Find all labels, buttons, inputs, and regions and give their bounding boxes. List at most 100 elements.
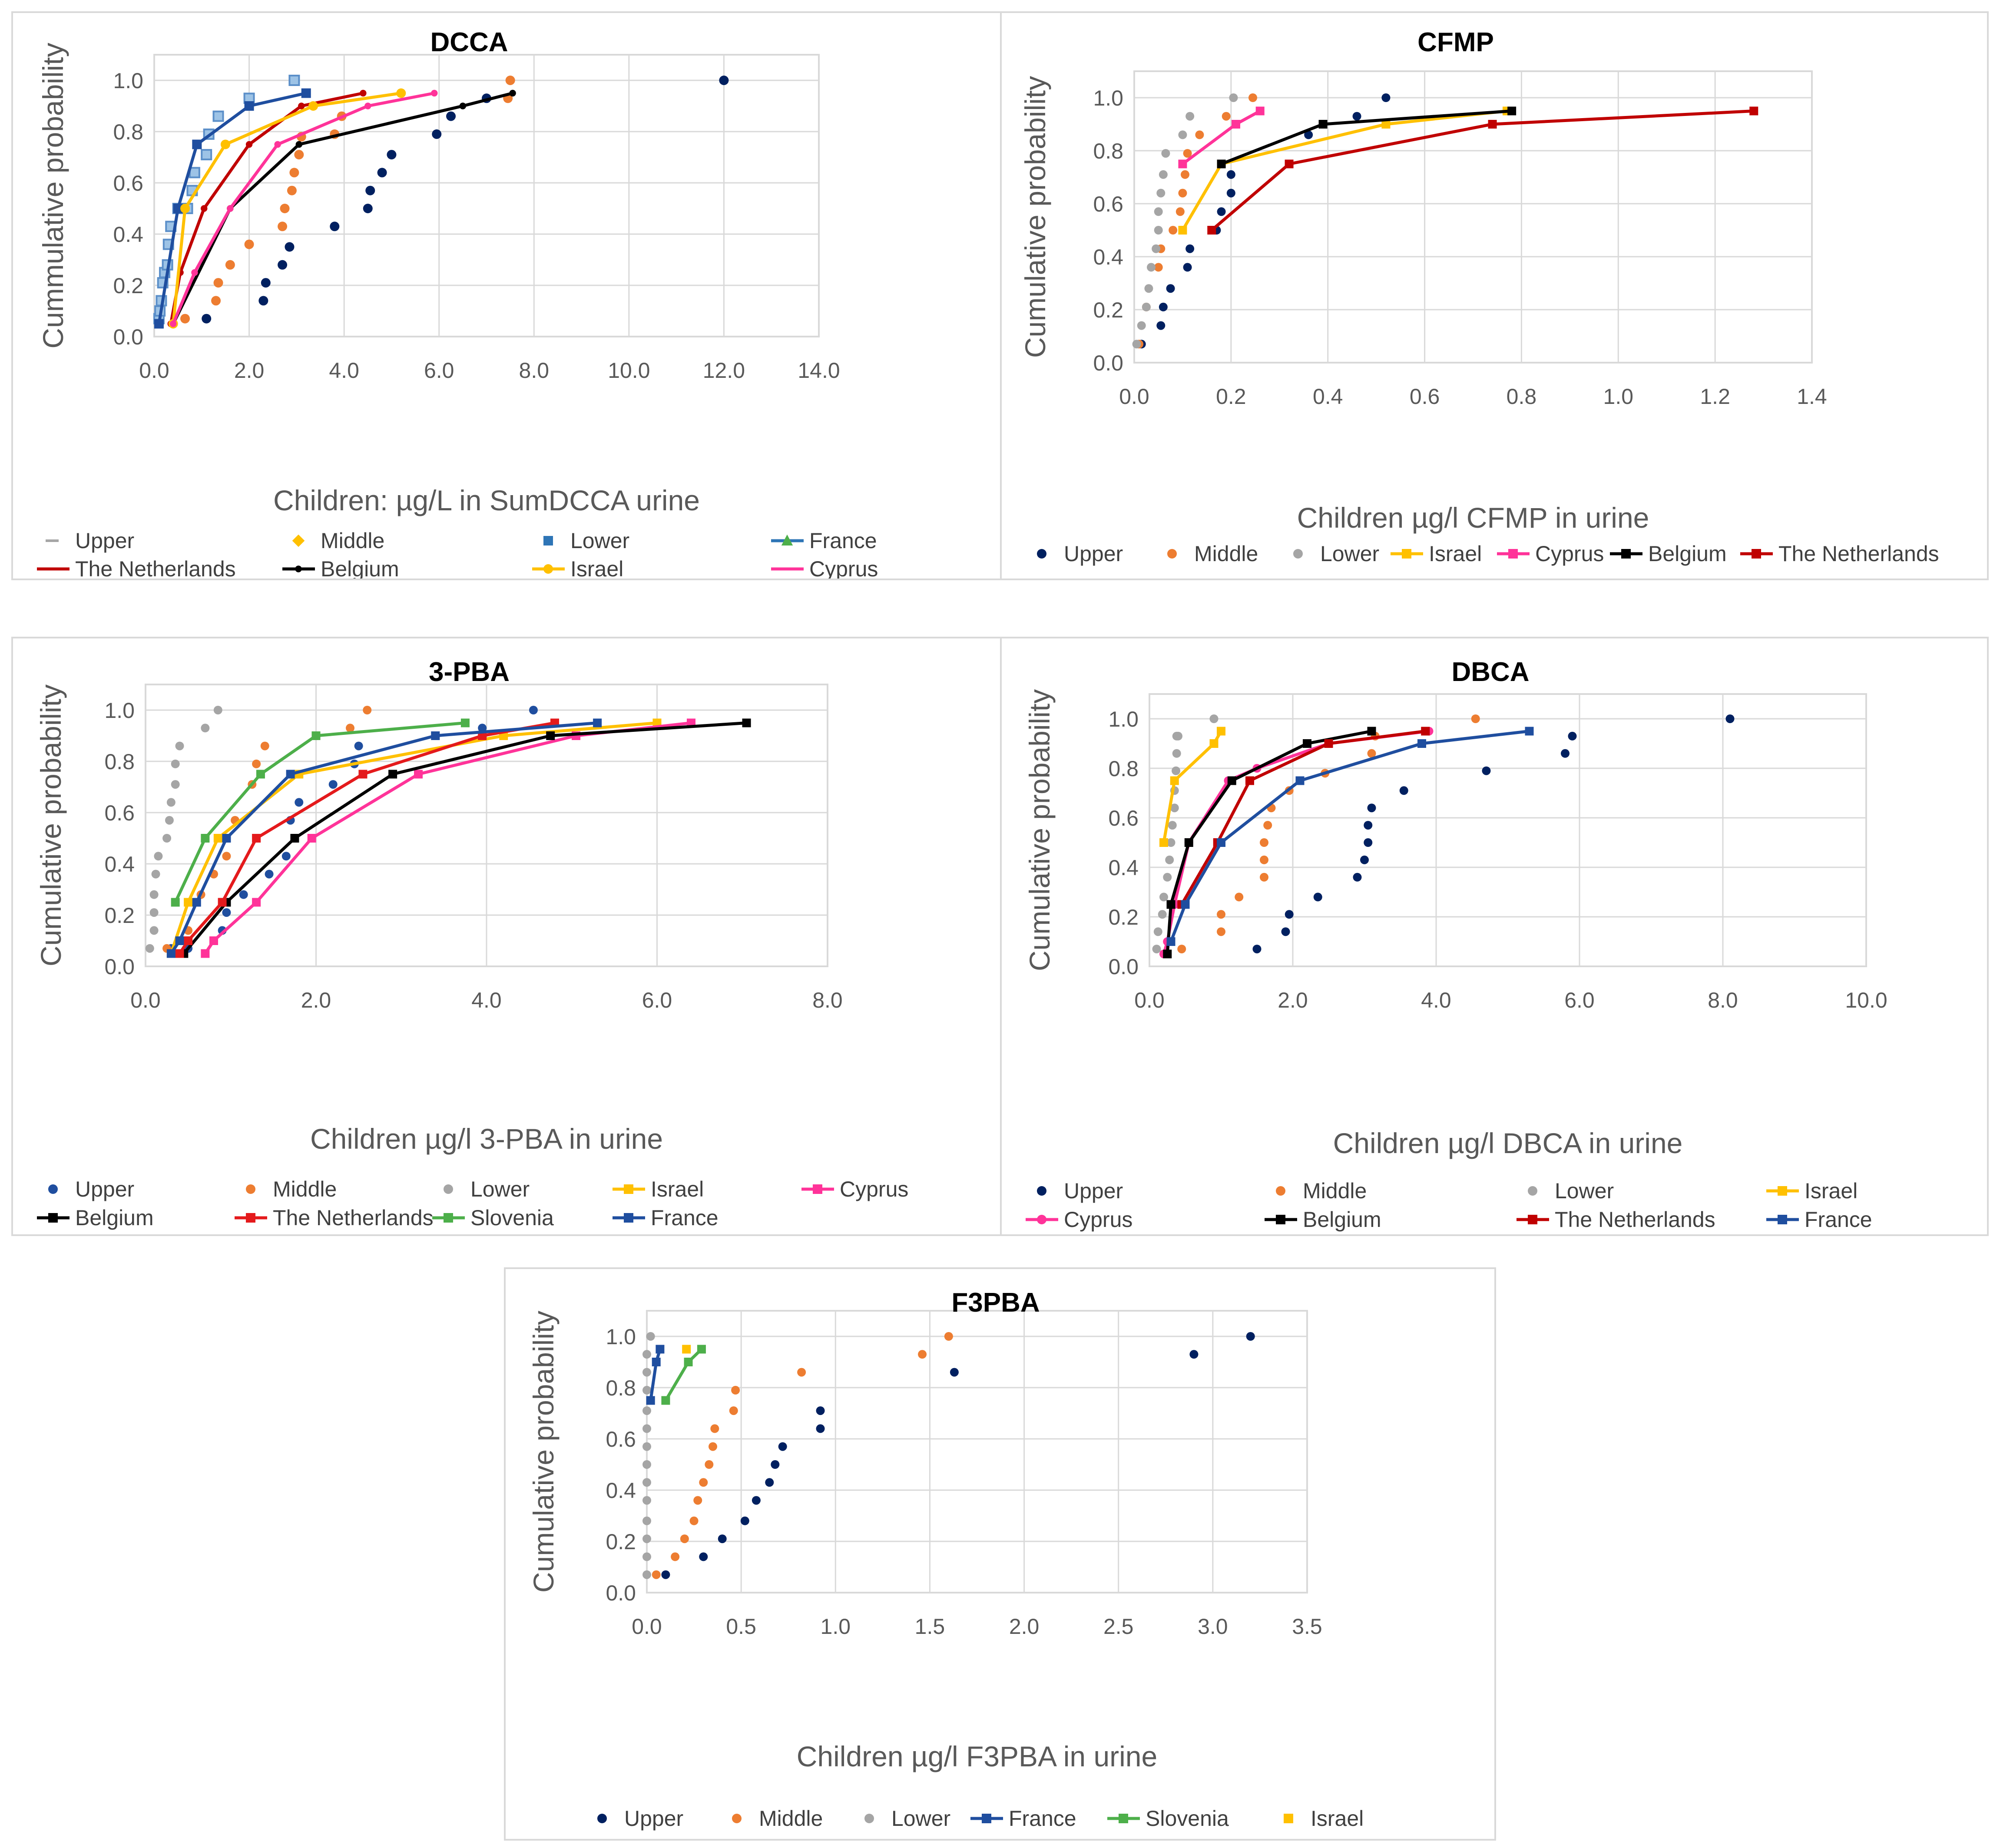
x-tick-label: 1.2 — [1700, 384, 1730, 409]
data-point — [1217, 207, 1226, 216]
data-point — [1263, 821, 1272, 830]
legend-label: France — [651, 1206, 719, 1230]
data-point — [244, 101, 254, 111]
cfmp-chart-panel: 0.0 0.2 0.4 0.6 0.8 1.0 1.2 1.4 0.0 0.2 0.4 0.6 0.8 1… — [1000, 11, 1989, 580]
legend-item-israel: Israel — [1391, 542, 1482, 566]
plot-area — [646, 1310, 1308, 1593]
data-point — [307, 834, 316, 843]
data-point — [1153, 927, 1162, 936]
data-point — [1255, 106, 1265, 116]
data-point — [1260, 838, 1268, 847]
x-tick-label: 2.0 — [301, 988, 331, 1012]
data-point — [671, 1552, 680, 1561]
legend-marker — [1284, 1814, 1293, 1823]
y-tick-label: 0.6 — [113, 171, 143, 195]
3pba-chart: 0.0 2.0 4.0 6.0 8.0 0.0 0.2 0.4 0.6 0.8 1.0 3-PBA Ch… — [35, 657, 908, 1230]
x-tick-label: 10.0 — [608, 358, 650, 383]
data-point — [1181, 170, 1189, 179]
dcca-chart-panel: 0.0 2.0 4.0 6.0 8.0 10.0 12.0 14.0 0.0 0.2 0.4 0.6 0… — [11, 11, 1004, 580]
y-tick-label: 0.4 — [606, 1478, 636, 1503]
legend-label: Middle — [1303, 1179, 1367, 1203]
data-point — [218, 898, 227, 907]
legend-marker — [1528, 1215, 1537, 1224]
x-axis-label: Children: µg/L in SumDCCA urine — [273, 484, 700, 516]
series-france — [166, 718, 602, 958]
data-point — [154, 319, 164, 329]
data-point — [1381, 93, 1391, 102]
chart-title: 3-PBA — [429, 657, 510, 687]
data-point — [151, 869, 160, 879]
legend-item-lower: Lower — [444, 1177, 530, 1201]
series-lower — [1132, 93, 1238, 349]
data-point — [1178, 159, 1187, 169]
data-point — [1248, 93, 1257, 102]
y-tick-label: 1.0 — [113, 69, 143, 93]
y-tick-label: 1.0 — [1093, 86, 1123, 110]
data-point — [432, 129, 442, 139]
data-point — [184, 936, 193, 945]
data-point — [245, 141, 253, 148]
data-point — [646, 1332, 655, 1341]
data-point — [1189, 1350, 1199, 1359]
legend-item-lower: Lower — [864, 1806, 950, 1831]
legend-marker — [624, 1213, 633, 1223]
series-upper — [661, 1332, 1255, 1579]
data-point — [192, 898, 201, 907]
data-point — [593, 718, 602, 727]
legend-item-upper: Upper — [597, 1806, 683, 1831]
data-point — [1163, 949, 1172, 959]
data-point — [642, 1534, 651, 1544]
data-point — [154, 852, 163, 861]
data-point — [149, 926, 159, 935]
legend-label: Belgium — [1303, 1207, 1381, 1232]
series-upper — [1137, 93, 1391, 349]
legend-marker — [48, 1184, 58, 1194]
data-point — [202, 314, 212, 324]
legend-label: Israel — [570, 557, 623, 579]
legend-label: Slovenia — [1146, 1806, 1229, 1831]
legend-label: Upper — [624, 1806, 683, 1831]
data-point — [256, 770, 265, 779]
x-tick-label: 14.0 — [798, 358, 840, 383]
data-point — [742, 718, 751, 727]
legend-label: Belgium — [75, 1206, 154, 1230]
data-point — [1367, 749, 1376, 758]
legend-marker — [982, 1814, 991, 1823]
legend-label: France — [809, 529, 877, 553]
series-line — [1211, 109, 1754, 231]
legend-item-the-netherlands: The Netherlands — [1740, 542, 1939, 566]
data-point — [1367, 727, 1376, 736]
legend-item-the-netherlands: The Netherlands — [235, 1206, 434, 1230]
legend-label: Belgium — [1648, 542, 1727, 566]
legend-item-middle: Middle — [732, 1806, 823, 1831]
legend-label: Belgium — [321, 557, 399, 579]
legend-item-cyprus: Cyprus — [1497, 542, 1604, 566]
data-point — [244, 239, 254, 249]
series-slovenia — [171, 718, 470, 907]
legend-item-belgium: Belgium — [282, 557, 399, 579]
data-point — [1367, 803, 1376, 813]
data-point — [252, 834, 261, 843]
data-point — [950, 1368, 959, 1377]
legend-item-belgium: Belgium — [1610, 542, 1727, 566]
data-point — [1158, 910, 1167, 919]
legend-marker — [813, 1184, 822, 1194]
legend-marker — [543, 564, 553, 574]
data-point — [1295, 776, 1305, 785]
data-point — [1185, 112, 1195, 121]
legend-label: Lower — [1555, 1179, 1614, 1203]
data-point — [778, 1442, 787, 1451]
legend-item-the-netherlands: The Netherlands — [37, 557, 236, 579]
x-tick-label: 6.0 — [1564, 988, 1595, 1012]
data-point — [162, 834, 172, 843]
data-point — [1260, 873, 1268, 882]
x-axis-label: Children µg/l DBCA in urine — [1333, 1127, 1683, 1159]
y-tick-label: 0.2 — [1093, 298, 1123, 322]
x-axis-label: Children µg/l F3PBA in urine — [797, 1740, 1157, 1772]
data-point — [171, 898, 180, 907]
x-tick-label: 0.0 — [1119, 384, 1149, 409]
legend-item-the-netherlands: The Netherlands — [1517, 1207, 1715, 1232]
legend-marker — [48, 1213, 58, 1223]
series-line — [1162, 730, 1223, 843]
data-point — [1507, 106, 1517, 116]
